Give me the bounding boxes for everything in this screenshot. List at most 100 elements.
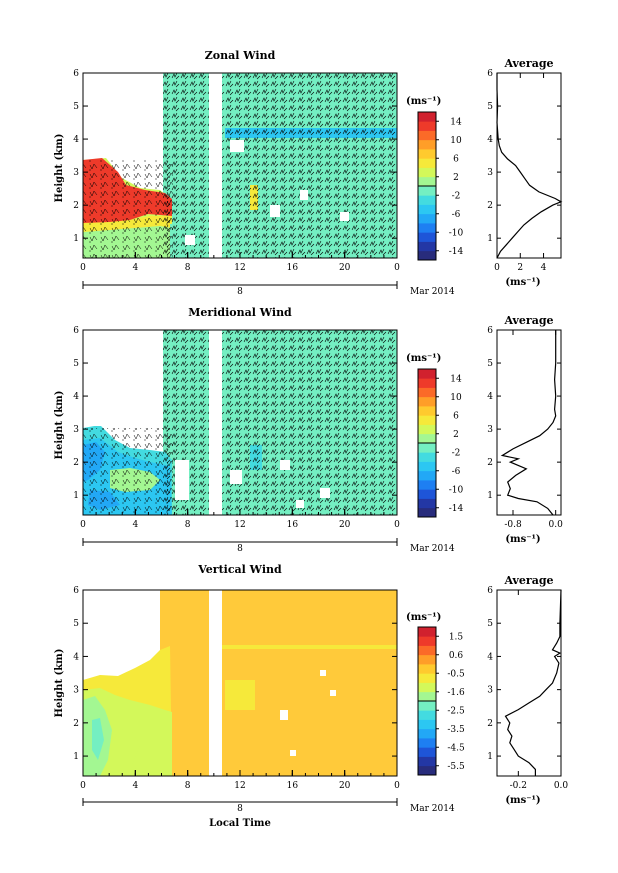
colorbar-swatch [418,636,436,646]
y-tick-label: 5 [73,102,79,112]
vertical-wind-field [83,590,397,776]
average-y-tick-label: 3 [487,686,493,696]
y-tick-label: 1 [73,234,79,244]
colorbar-tick-label: -4.5 [447,743,465,753]
colorbar-tick-label: 6 [453,154,459,164]
average-title: Average [503,574,553,587]
colorbar-swatch [418,682,436,693]
colorbar-tick-label: -10 [449,228,464,238]
colorbar-swatch [418,728,436,739]
zonal-day-label: 8 [237,287,243,297]
meridional-wind-x-axis: 0 4 8 12 16 20 0 [80,509,400,530]
colorbar-swatch [418,387,436,398]
y-tick-label: 4 [73,652,79,662]
average-xlabel: (ms⁻¹) [505,277,540,288]
zonal-colorbar: 14 10 6 2 -2 -6 -10 -14 [417,111,464,261]
zonal-cb-unit: (ms⁻¹) [406,96,441,107]
average-y-tick-label: 2 [487,719,493,729]
meridional-cb-unit: (ms⁻¹) [406,353,441,364]
colorbar-swatch [418,149,436,159]
y-tick-label: 4 [73,135,79,145]
colorbar-tick-label: 6 [453,411,459,421]
colorbar-swatch [418,747,436,757]
average-x-tick-label: 0.0 [549,520,564,530]
colorbar-tick-label: 2 [453,430,459,440]
y-tick-label: 3 [73,425,79,435]
colorbar-tick-label: -2 [452,191,461,201]
vertical-cb-unit: (ms⁻¹) [406,612,441,623]
average-x-tick-label: 4 [541,263,547,273]
colorbar-swatch [418,461,436,472]
colorbar-swatch [418,710,436,720]
x-tick-label: 0 [80,781,86,791]
colorbar-swatch [418,232,436,242]
y-tick-label: 6 [73,326,79,336]
y-tick-label: 2 [73,201,79,211]
zonal-wind-ylabel: Height (km) [54,134,65,203]
zonal-wind-field [83,73,397,258]
colorbar-swatch [418,691,436,702]
vertical-wind-y-axis: 1 2 3 4 5 6 [73,586,397,762]
y-tick-label: 3 [73,686,79,696]
vertical-date-label: Mar 2014 [410,804,455,814]
average-y-tick-label: 5 [487,102,493,112]
colorbar-tick-label: -6 [452,467,461,477]
colorbar-swatch [418,396,436,407]
x-tick-label: 20 [339,263,351,273]
average-y-tick-label: 4 [487,392,493,402]
colorbar-tick-label: -10 [449,485,464,495]
average-x-tick-label: 2 [517,263,523,273]
colorbar-swatch [418,498,436,509]
colorbar-tick-label: 0.6 [449,651,464,661]
colorbar-swatch [418,121,436,131]
colorbar-swatch [418,433,436,444]
colorbar-tick-label: 10 [450,393,462,403]
x-tick-label: 16 [287,520,299,530]
colorbar-swatch [418,369,436,379]
x-tick-label: 4 [132,263,138,273]
average-y-tick-label: 5 [487,359,493,369]
vertical-average-panel: Average 1 2 3 4 5 6 -0.2 0.0 (ms⁻¹) [487,574,568,806]
y-tick-label: 6 [73,69,79,79]
vertical-colorbar: 1.5 0.6 -0.5 -1.6 -2.5 -3.5 -4.5 -5.5 [417,626,465,776]
x-tick-label: 0 [394,263,400,273]
y-tick-label: 1 [73,752,79,762]
colorbar-swatch [418,112,436,122]
x-tick-label: 20 [339,781,351,791]
colorbar-swatch [418,139,436,150]
x-tick-label: 12 [234,263,245,273]
colorbar-swatch [418,719,436,730]
average-axes [496,72,562,259]
y-tick-label: 2 [73,458,79,468]
x-tick-label: 4 [132,520,138,530]
colorbar-tick-label: 14 [450,374,462,384]
colorbar-tick-label: -0.5 [447,669,465,679]
average-xlabel: (ms⁻¹) [505,795,540,806]
average-axes [496,329,562,516]
colorbar-swatch [418,241,436,252]
colorbar-swatch [418,204,436,215]
average-y-tick-label: 6 [487,326,493,336]
colorbar-swatch [418,186,436,196]
colorbar-swatch [418,452,436,462]
colorbar-tick-label: -14 [449,247,464,257]
y-tick-label: 2 [73,719,79,729]
colorbar-swatch [418,158,436,168]
colorbar-tick-label: -3.5 [447,725,465,735]
colorbar-tick-label: -2.5 [447,706,465,716]
vertical-wind-ylabel: Height (km) [54,649,65,718]
colorbar-tick-label: -14 [449,504,464,514]
average-profile-line [496,73,563,259]
average-y-tick-label: 4 [487,135,493,145]
colorbar-swatch [418,415,436,425]
meridional-colorbar: 14 10 6 2 -2 -6 -10 -14 [417,368,464,518]
colorbar-tick-label: 14 [450,117,462,127]
vertical-wind-title: Vertical Wind [197,563,282,576]
vertical-wind-day-bar: 8 Mar 2014 [82,798,455,814]
x-tick-label: 0 [394,520,400,530]
colorbar-swatch [418,378,436,388]
x-tick-label: 8 [185,781,191,791]
average-y-tick-label: 6 [487,69,493,79]
